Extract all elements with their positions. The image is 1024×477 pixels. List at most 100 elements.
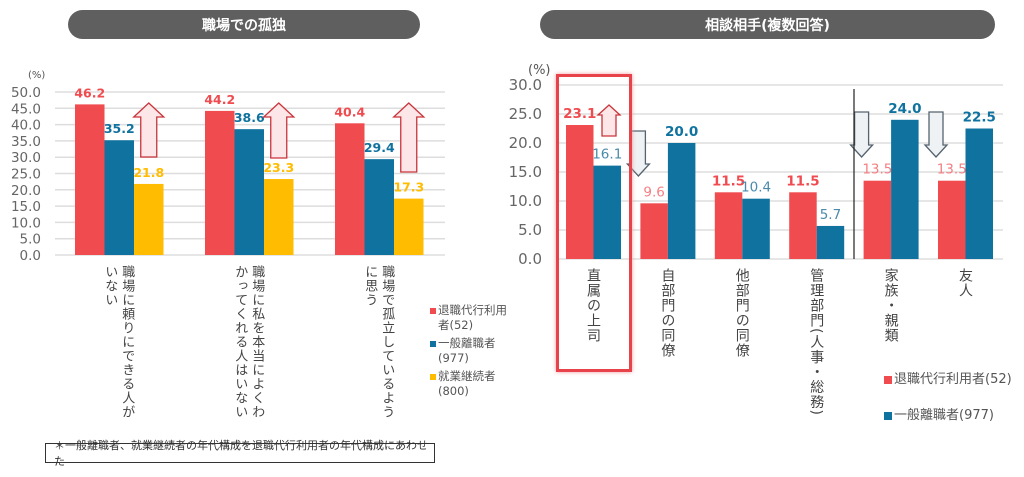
data-label: 16.1 [592,147,622,163]
data-label: 24.0 [888,101,921,117]
category-label: 職場に私を本当によくわ かってくれる人はいない [232,265,265,419]
legend-swatch [884,411,892,420]
right-legend: 退職代行利用者(52) 一般離職者(977) [884,372,1012,423]
data-label: 20.0 [665,124,698,140]
bar [640,203,668,259]
y-tick-label: 35.0 [11,134,41,150]
data-label: 13.5 [937,162,967,178]
bar [364,159,394,255]
y-tick-label: 15.0 [11,199,41,215]
arrow-up-icon [262,102,296,159]
footnote: ＊一般離職者、就業継続者の年代構成を退職代行利用者の年代構成にあわせた [45,439,435,468]
legend-item: 退職代行利用者(52) [430,303,508,333]
bar [714,192,743,259]
y-tick-label: 50.0 [11,85,41,101]
y-tick-label: 15.0 [509,163,542,181]
y-tick-label: 45.0 [11,101,41,117]
y-tick-label: 5.0 [518,221,542,239]
y-tick-label: 20.0 [509,134,542,152]
bar [667,143,696,259]
data-label: 5.7 [820,207,841,223]
bar [264,179,294,255]
bar [891,119,919,259]
bar [134,183,164,255]
y-tick-label: 5.0 [20,232,41,248]
bar [75,104,105,255]
y-tick-label: 0.0 [20,248,41,264]
legend-label: 退職代行利用者(52) [438,303,507,332]
bar [965,128,993,259]
legend-item: 一般離職者(977) [430,336,508,366]
arrow-up-icon [132,102,166,158]
arrow-down-icon [923,111,949,158]
y-tick-label: 10.0 [509,192,542,210]
y-axis-unit: (%) [528,63,551,78]
data-label: 44.2 [204,92,235,107]
category-label: 職場に頼りにできる人が いない [102,265,135,419]
arrow-down-icon [849,111,875,158]
data-label: 38.6 [234,110,265,125]
bar [816,225,845,259]
bar [394,198,424,255]
y-tick-label: 20.0 [11,183,41,199]
data-label: 23.1 [563,106,596,122]
bar [234,129,264,255]
bar [938,180,966,259]
right-chart-title: 相談相手(複数回答) [540,10,995,39]
bar [205,110,235,256]
arrow-down-icon [625,130,651,177]
legend-swatch [430,340,436,347]
data-label: 11.5 [786,173,819,189]
bar [335,123,365,256]
legend-label: 一般離職者(977) [438,336,496,365]
category-label: 家族・親類 [882,268,899,343]
highlight-box [556,74,632,372]
category-label: 自部門の同僚 [659,268,676,358]
data-label: 10.4 [741,180,771,196]
data-label: 21.8 [133,165,164,180]
legend-item: 就業継続者(800) [430,369,508,399]
data-label: 22.5 [963,110,996,126]
bar [789,192,817,259]
data-label: 29.4 [364,140,395,155]
y-tick-label: 10.0 [11,215,41,231]
category-label: 友人 [957,268,973,298]
arrow-up-icon [392,102,426,173]
left-legend: 退職代行利用者(52) 一般離職者(977) 就業継続者(800) [430,303,508,399]
category-label: 管理部門(人事・総務) [808,268,825,416]
legend-swatch [430,373,436,380]
legend-label: 退職代行利用者(52) [894,372,1012,387]
legend-label: 就業継続者(800) [438,369,496,398]
legend-swatch [430,307,436,314]
y-tick-label: 25.0 [11,167,41,183]
y-axis-unit: (%) [28,70,45,81]
category-label: 直属の上司 [585,268,601,343]
y-tick-label: 40.0 [11,118,41,134]
bar [566,125,594,260]
bar [863,180,892,259]
data-label: 35.2 [104,121,135,136]
bar [104,140,134,255]
legend-item: 一般離職者(977) [884,408,1012,423]
bar [593,165,621,259]
legend-label: 一般離職者(977) [894,408,994,423]
data-label: 46.2 [74,85,105,100]
y-tick-label: 30.0 [11,150,41,166]
data-label: 11.5 [712,173,745,189]
y-tick-label: 25.0 [509,105,542,123]
bar [742,198,770,259]
data-label: 13.5 [862,162,892,178]
category-label: 職場で孤立しているよう に思う [362,265,395,419]
data-label: 23.3 [263,160,294,175]
y-tick-label: 0.0 [518,250,542,268]
data-label: 9.6 [643,184,664,200]
data-label: 17.3 [393,180,424,195]
left-chart-title: 職場での孤独 [68,10,420,39]
legend-swatch [884,375,892,384]
arrow-up-icon [596,104,622,137]
legend-item: 退職代行利用者(52) [884,372,1012,387]
data-label: 40.4 [334,104,365,119]
category-label: 他部門の同僚 [733,268,750,358]
y-tick-label: 30.0 [509,76,542,94]
